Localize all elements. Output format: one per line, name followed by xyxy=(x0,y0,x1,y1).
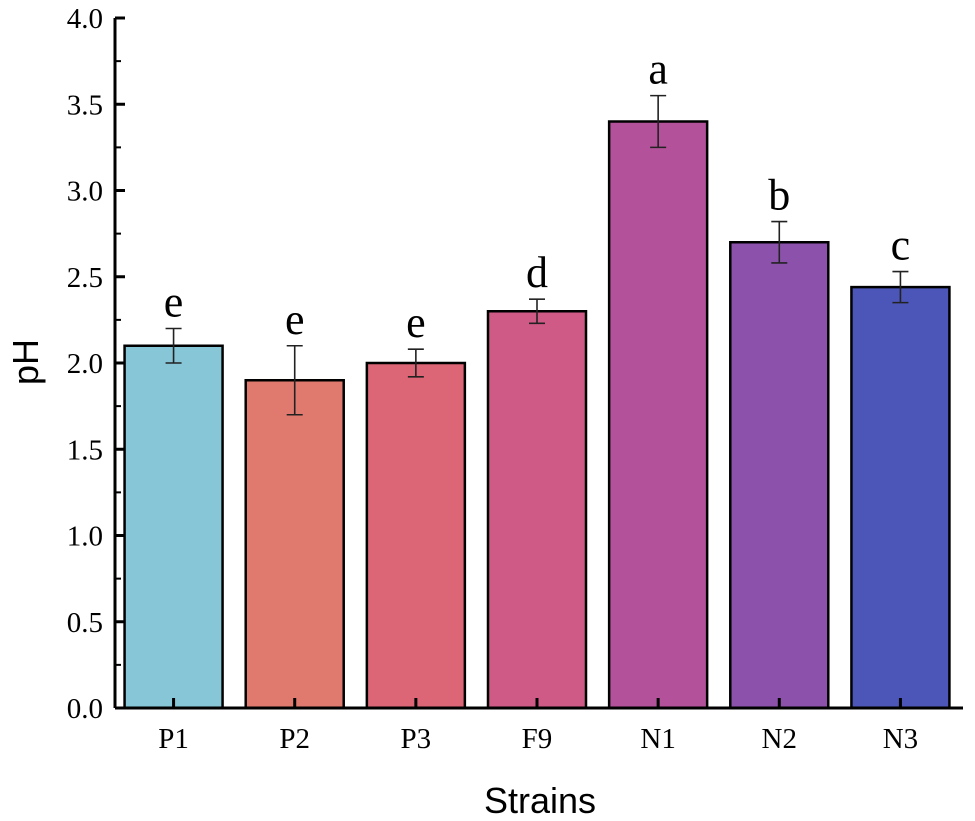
y-tick-label: 2.5 xyxy=(67,262,103,294)
x-tick-label: P1 xyxy=(158,723,189,755)
bar-f9 xyxy=(486,310,588,710)
x-tick-label: P3 xyxy=(401,723,432,755)
y-tick-label: 3.0 xyxy=(67,176,103,208)
significance-label: e xyxy=(285,295,305,344)
x-tick-label: N1 xyxy=(640,723,675,755)
significance-label: c xyxy=(891,221,911,270)
significance-label: e xyxy=(164,278,184,327)
significance-label: e xyxy=(406,298,426,347)
y-axis-title: pH xyxy=(5,339,46,385)
bar-n3 xyxy=(850,285,951,710)
x-tick-label: P2 xyxy=(279,723,310,755)
x-ticks-group: P1 P2 P3 F9 N1 N2 N3 xyxy=(158,698,918,755)
error-bars-group xyxy=(165,94,909,416)
y-tick-label: 0.5 xyxy=(67,607,103,639)
y-tick-label: 4.0 xyxy=(67,3,103,35)
significance-label: b xyxy=(768,171,790,220)
bars-group xyxy=(123,120,951,710)
x-tick-label: N2 xyxy=(762,723,797,755)
y-tick-label: 1.5 xyxy=(67,434,103,466)
x-tick-label: N3 xyxy=(883,723,918,755)
y-ticks-group: 0.0 0.5 1.0 1.5 2.0 2.5 3.0 3.5 4.0 xyxy=(67,3,125,725)
bar-n1 xyxy=(607,120,709,710)
y-tick-label: 2.0 xyxy=(67,348,103,380)
y-tick-label: 0.0 xyxy=(67,693,103,725)
significance-label: d xyxy=(526,248,548,297)
significance-label: a xyxy=(648,45,668,94)
bar-p3 xyxy=(365,361,467,710)
y-tick-label: 1.0 xyxy=(67,521,103,553)
bar-n2 xyxy=(729,241,830,710)
y-tick-label: 3.5 xyxy=(67,89,103,121)
x-axis-title: Strains xyxy=(484,780,596,821)
significance-labels-group: e e e d a b c xyxy=(164,45,910,348)
bar-p1 xyxy=(123,344,224,710)
bar-p2 xyxy=(244,379,345,710)
x-tick-label: F9 xyxy=(522,723,553,755)
